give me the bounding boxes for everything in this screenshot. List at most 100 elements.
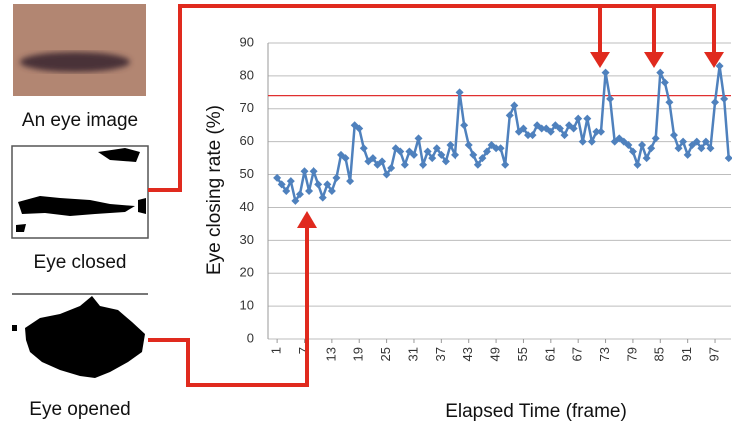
point <box>346 177 355 186</box>
arrowheads <box>297 52 724 228</box>
point <box>574 114 583 123</box>
connectors <box>148 4 716 387</box>
point <box>606 94 615 103</box>
point <box>332 173 341 182</box>
eye-lid <box>20 52 130 72</box>
panel-label: Eye closed <box>34 252 127 273</box>
y-tick-label: 80 <box>240 67 254 82</box>
x-tick-label: 19 <box>351 347 366 361</box>
panel-label: Eye opened <box>29 399 130 420</box>
point <box>683 150 692 159</box>
point <box>519 124 528 133</box>
point <box>455 88 464 97</box>
point <box>633 160 642 169</box>
y-tick-label: 50 <box>240 166 254 181</box>
point <box>706 144 715 153</box>
point <box>273 173 282 182</box>
x-tick-label: 13 <box>323 347 338 361</box>
x-tick-label: 49 <box>488 347 503 361</box>
point <box>601 68 610 77</box>
point <box>437 150 446 159</box>
point <box>300 167 309 176</box>
point <box>697 144 706 153</box>
point <box>533 121 542 130</box>
point <box>396 147 405 156</box>
point <box>478 154 487 163</box>
point <box>419 160 428 169</box>
point <box>451 150 460 159</box>
point <box>592 127 601 136</box>
point <box>327 187 336 195</box>
y-tick-label: 20 <box>240 265 254 280</box>
point <box>711 98 720 107</box>
point <box>674 144 683 153</box>
plot: 0 10 20 30 40 50 60 70 80 90 1 7 13 19 25 31 37 43 49 55 61 6… <box>240 34 732 361</box>
point <box>473 160 482 169</box>
point <box>387 163 396 172</box>
y-axis-label: Eye closing rate (%) <box>204 105 225 275</box>
y-tick-label: 70 <box>240 100 254 115</box>
point <box>505 111 514 120</box>
x-tick-label: 25 <box>378 347 393 361</box>
point <box>565 121 574 130</box>
point <box>647 144 656 153</box>
eye-closed-image <box>11 145 149 239</box>
point <box>359 144 368 153</box>
blob <box>16 148 146 232</box>
point <box>569 124 578 133</box>
point <box>469 150 478 159</box>
point <box>409 150 418 159</box>
point <box>286 177 295 186</box>
point <box>555 124 564 133</box>
point <box>560 131 569 140</box>
blob <box>18 196 135 216</box>
x-tick-label: 37 <box>433 347 448 361</box>
panel-label: An eye image <box>22 110 138 131</box>
y-tick-label: 90 <box>240 34 254 49</box>
point <box>414 134 423 143</box>
x-tick-label: 85 <box>652 347 667 361</box>
point <box>578 137 587 146</box>
point <box>277 180 286 189</box>
x-tick-label: 7 <box>296 347 311 354</box>
point <box>400 160 409 169</box>
point <box>669 131 678 140</box>
point <box>510 101 519 110</box>
x-tick-label: 97 <box>706 347 721 361</box>
series-line <box>276 65 730 204</box>
blob <box>12 325 17 331</box>
point <box>596 127 605 136</box>
point <box>638 140 647 149</box>
point <box>501 160 510 169</box>
point <box>428 154 437 163</box>
arrowhead <box>297 211 317 228</box>
point <box>587 137 596 146</box>
y-tick-label: 30 <box>240 232 254 247</box>
x-axis-label: Elapsed Time (frame) <box>445 401 627 422</box>
point <box>378 157 387 166</box>
point <box>665 98 674 107</box>
point <box>432 144 441 153</box>
eye-image <box>13 4 146 96</box>
point <box>291 196 300 205</box>
point <box>583 114 592 123</box>
point <box>496 144 505 153</box>
point <box>441 157 450 166</box>
point <box>350 121 359 130</box>
point <box>679 137 688 146</box>
x-tick-label: 31 <box>405 347 420 361</box>
point <box>295 190 304 199</box>
point <box>318 193 327 202</box>
point <box>628 147 637 156</box>
arrowhead <box>644 52 664 68</box>
connector <box>148 4 716 192</box>
point <box>537 124 546 133</box>
point <box>314 180 323 189</box>
point <box>460 121 469 130</box>
point <box>651 134 660 143</box>
point <box>660 78 669 87</box>
y-tick-label: 0 <box>247 330 254 345</box>
arrowhead <box>590 52 610 68</box>
point <box>642 154 651 163</box>
point <box>355 124 364 133</box>
